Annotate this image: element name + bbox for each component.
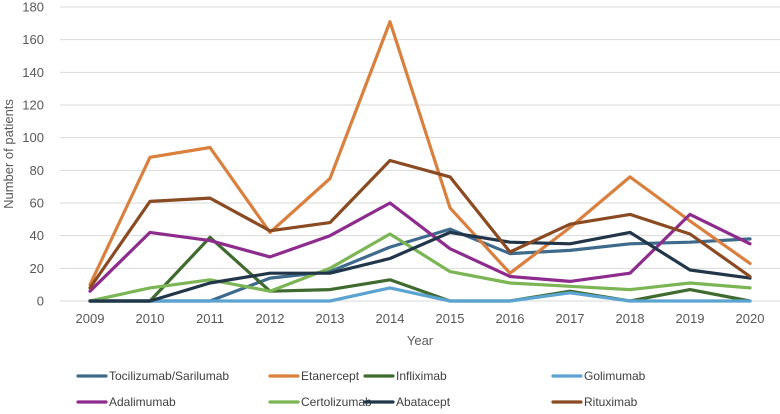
series-line-rituximab [88, 158, 752, 290]
y-tick-label: 120 [22, 98, 44, 113]
legend-label-golimumab: Golimumab [584, 369, 646, 383]
legend-label-etanercept: Etanercept [301, 369, 360, 383]
y-tick-label: 180 [22, 0, 44, 15]
y-tick-label: 20 [30, 261, 44, 276]
series-line-infliximab [88, 235, 752, 303]
x-tick-label: 2016 [496, 311, 525, 326]
x-axis-ticks: 2009 2010 2011 2012 2013 2014 2015 2016 2017 2018… [76, 311, 765, 326]
series-line-etanercept [88, 20, 752, 287]
y-axis-ticks: 0 20 40 60 80 100 120 140 160 180 [22, 0, 44, 309]
legend-label-abatacept: Abatacept [396, 395, 451, 409]
y-tick-label: 40 [30, 228, 44, 243]
series-line-abatacept [88, 230, 752, 303]
legend-label-rituximab: Rituximab [584, 395, 638, 409]
x-tick-label: 2015 [436, 311, 465, 326]
y-tick-label: 100 [22, 130, 44, 145]
y-tick-label: 0 [37, 294, 44, 309]
y-axis-title: Number of patients [1, 99, 16, 209]
legend-label-adalimumab: Adalimumab [109, 395, 176, 409]
x-tick-label: 2009 [76, 311, 105, 326]
y-tick-label: 60 [30, 196, 44, 211]
y-tick-label: 160 [22, 32, 44, 47]
x-tick-label: 2013 [316, 311, 345, 326]
x-tick-label: 2018 [616, 311, 645, 326]
x-tick-label: 2020 [736, 311, 765, 326]
legend-label-infliximab: Infliximab [396, 369, 447, 383]
x-tick-label: 2014 [376, 311, 405, 326]
x-tick-label: 2010 [136, 311, 165, 326]
x-tick-label: 2017 [556, 311, 585, 326]
series-line-golimumab [88, 286, 752, 303]
series-lines [88, 20, 752, 303]
series-line-certolizumab [88, 232, 752, 303]
series-line-adalimumab [88, 201, 752, 293]
y-tick-label: 140 [22, 65, 44, 80]
x-tick-label: 2011 [196, 311, 224, 326]
legend-label-certolizumab: Certolizumab [301, 395, 372, 409]
x-axis-title: Year [407, 333, 434, 348]
y-tick-label: 80 [30, 163, 44, 178]
legend-label-tocilizumab-sarilumab: Tocilizumab/Sarilumab [109, 369, 229, 383]
x-tick-label: 2019 [676, 311, 705, 326]
legend: Tocilizumab/Sarilumab Etanercept Inflixima… [76, 369, 646, 409]
x-tick-label: 2012 [256, 311, 285, 326]
